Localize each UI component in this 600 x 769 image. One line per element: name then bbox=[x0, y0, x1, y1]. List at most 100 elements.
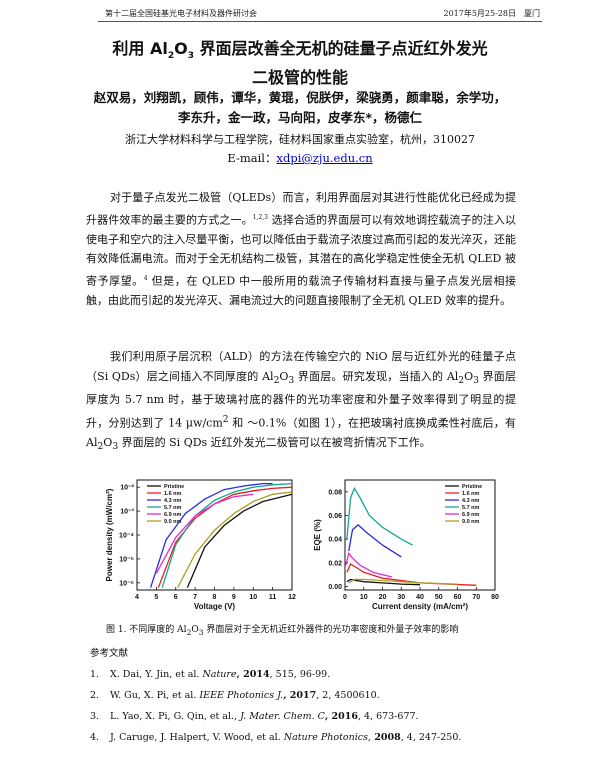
x-tick-label: 40 bbox=[416, 594, 424, 601]
x-axis-label: Voltage (V) bbox=[194, 602, 236, 611]
reference-journal: Nature Photonics, bbox=[283, 732, 372, 743]
eqe-chart: 0 10 20 30 40 50 60 70 80 0.00 0.02 0.04 0.06 0.08 Cur… bbox=[313, 479, 499, 611]
figure-caption: 图 1. 不同厚度的 Al2O3 界面层对于全无机近红外器件的光功率密度和外量子… bbox=[106, 625, 459, 637]
header-date-place: 2017年5月25-28日 厦门 bbox=[443, 9, 540, 18]
series-line bbox=[346, 578, 421, 586]
references-heading: 参考文献 bbox=[90, 648, 129, 659]
y-tick-label: 0.02 bbox=[328, 560, 342, 567]
reference-item: 4. J. Caruge, J. Halpert, V. Wood, et al.… bbox=[90, 731, 530, 752]
x-tick-label: 5 bbox=[154, 594, 158, 601]
header-rule bbox=[98, 21, 542, 22]
legend-label: Pristine bbox=[164, 484, 184, 490]
x-tick-label: 50 bbox=[435, 594, 443, 601]
legend-label: 9.0 nm bbox=[164, 519, 182, 525]
citation: 4 bbox=[143, 274, 148, 282]
series-line bbox=[161, 482, 293, 588]
reference-journal: Nature bbox=[202, 669, 237, 680]
reference-authors: J. Caruge, J. Halpert, V. Wood, et al. bbox=[110, 732, 284, 743]
x-tick-label: 80 bbox=[491, 594, 499, 601]
power-density-chart: 4 5 6 7 8 9 10 11 12 10⁻⁶ 10⁻⁵ 10⁻⁴ 10⁻³ 10⁻² Voltage … bbox=[105, 479, 296, 611]
y-tick-label: 10⁻⁶ bbox=[119, 580, 134, 587]
reference-item: 3. L. Yao, X. Pi, G. Qin, et al., J. Mate… bbox=[90, 710, 530, 731]
series-line bbox=[149, 482, 273, 588]
x-axis-label: Current density (mA/cm²) bbox=[372, 602, 468, 611]
x-tick-label: 20 bbox=[379, 594, 387, 601]
paragraph-2: 我们利用原子层沉积（ALD）的方法在传输空穴的 NiO 层与近红外光的硅量子点（… bbox=[86, 350, 516, 453]
reference-journal: IEEE Photonics J. bbox=[199, 690, 284, 701]
author-list: 赵双易，刘翔凯，顾伟，谭华，黄琨，倪朕伊，梁骁勇，颜聿聪，余学功， 李东升，金一… bbox=[93, 90, 507, 125]
y-axis-label: Power density (mW/cm²) bbox=[105, 488, 114, 581]
legend-label: 4.3 nm bbox=[462, 498, 480, 504]
y-tick-label: 10⁻³ bbox=[120, 509, 134, 516]
header-conference: 第十二届全国硅基光电子材料及器件研讨会 bbox=[105, 9, 257, 18]
x-tick-label: 60 bbox=[454, 594, 462, 601]
reference-pages: , 2, 4500610. bbox=[316, 690, 380, 701]
reference-list: 1. X. Dai, Y. Jin, et al. Nature, 2014, 5… bbox=[90, 668, 530, 752]
reference-number: 4. bbox=[90, 732, 100, 743]
reference-authors: L. Yao, X. Pi, G. Qin, et al., bbox=[110, 711, 241, 722]
x-tick-label: 30 bbox=[397, 594, 405, 601]
reference-number: 3. bbox=[90, 711, 100, 722]
y-tick-label: 0.06 bbox=[328, 513, 342, 520]
figure-1: 4 5 6 7 8 9 10 11 12 10⁻⁶ 10⁻⁵ 10⁻⁴ 10⁻³ 10⁻² Voltage … bbox=[105, 479, 499, 611]
email-link[interactable]: xdpi@zju.edu.cn bbox=[276, 151, 373, 165]
reference-year: 2008 bbox=[371, 732, 401, 743]
reference-number: 1. bbox=[90, 669, 100, 680]
reference-year: , 2014 bbox=[236, 669, 270, 680]
x-tick-label: 12 bbox=[288, 594, 296, 601]
reference-year: , 2016 bbox=[324, 711, 358, 722]
legend-label: 6.9 nm bbox=[462, 512, 480, 518]
series-line bbox=[177, 491, 293, 588]
title-line-1: 利用 Al2O3 界面层改善全无机的硅量子点近红外发光 bbox=[112, 39, 488, 62]
citation: 1,2,3 bbox=[252, 213, 268, 221]
x-tick-label: 7 bbox=[193, 594, 197, 601]
series-line bbox=[157, 486, 293, 588]
reference-journal: J. Mater. Chem. C bbox=[240, 711, 325, 722]
reference-item: 2. W. Gu, X. Pi, et al. IEEE Photonics J.… bbox=[90, 689, 530, 710]
x-tick-label: 8 bbox=[213, 594, 217, 601]
x-tick-label: 9 bbox=[232, 594, 236, 601]
legend-label: 5.7 nm bbox=[164, 505, 182, 511]
y-tick-label: 10⁻⁴ bbox=[119, 533, 134, 540]
series-line bbox=[346, 486, 413, 546]
x-tick-label: 4 bbox=[135, 594, 139, 601]
affiliation: 浙江大学材料科学与工程学院，硅材料国家重点实验室，杭州，310027 bbox=[125, 133, 475, 146]
plot-frame bbox=[136, 479, 293, 591]
legend-label: 1.6 nm bbox=[164, 491, 182, 497]
x-tick-label: 0 bbox=[343, 594, 347, 601]
series-line bbox=[155, 493, 254, 574]
reference-authors: X. Dai, Y. Jin, et al. bbox=[110, 669, 203, 680]
x-tick-label: 6 bbox=[174, 594, 178, 601]
reference-authors: W. Gu, X. Pi, et al. bbox=[110, 690, 200, 701]
x-tick-label: 10 bbox=[360, 594, 368, 601]
series-line bbox=[186, 493, 293, 588]
legend-label: 1.6 nm bbox=[462, 491, 480, 497]
y-tick-label: 10⁻² bbox=[120, 485, 134, 492]
y-tick-label: 0.04 bbox=[328, 537, 342, 544]
series-line bbox=[345, 551, 393, 578]
legend-label: 4.3 nm bbox=[164, 498, 182, 504]
x-tick-label: 11 bbox=[269, 594, 277, 601]
reference-number: 2. bbox=[90, 690, 100, 701]
legend-label: 6.9 nm bbox=[164, 512, 182, 518]
legend-label: 9.0 nm bbox=[462, 519, 480, 525]
series-line bbox=[348, 524, 402, 558]
y-tick-label: 0.08 bbox=[328, 489, 342, 496]
paper-title: 利用 Al2O3 界面层改善全无机的硅量子点近红外发光 二极管的性能 bbox=[60, 38, 540, 89]
reference-pages: , 515, 96-99. bbox=[269, 669, 331, 680]
title-line-2: 二极管的性能 bbox=[251, 68, 348, 88]
series-line bbox=[348, 578, 458, 585]
y-tick-label: 0.00 bbox=[328, 584, 342, 591]
y-axis-label: EQE (%) bbox=[313, 519, 322, 551]
reference-pages: , 4, 247-250. bbox=[400, 732, 462, 743]
running-header: 第十二届全国硅基光电子材料及器件研讨会 2017年5月25-28日 厦门 bbox=[0, 4, 600, 22]
x-tick-label: 10 bbox=[249, 594, 257, 601]
email-line: E-mail：xdpi@zju.edu.cn bbox=[227, 151, 373, 165]
x-tick-label: 70 bbox=[472, 594, 480, 601]
paragraph-1: 对于量子点发光二极管（QLEDs）而言，利用界面层对其进行性能优化已经成为提升器… bbox=[86, 191, 517, 307]
reference-item: 1. X. Dai, Y. Jin, et al. Nature, 2014, 5… bbox=[90, 668, 530, 689]
legend-label: 5.7 nm bbox=[462, 505, 480, 511]
y-tick-label: 10⁻⁵ bbox=[119, 556, 134, 563]
legend-label: Pristine bbox=[462, 484, 482, 490]
reference-pages: , 4, 673-677. bbox=[357, 711, 419, 722]
